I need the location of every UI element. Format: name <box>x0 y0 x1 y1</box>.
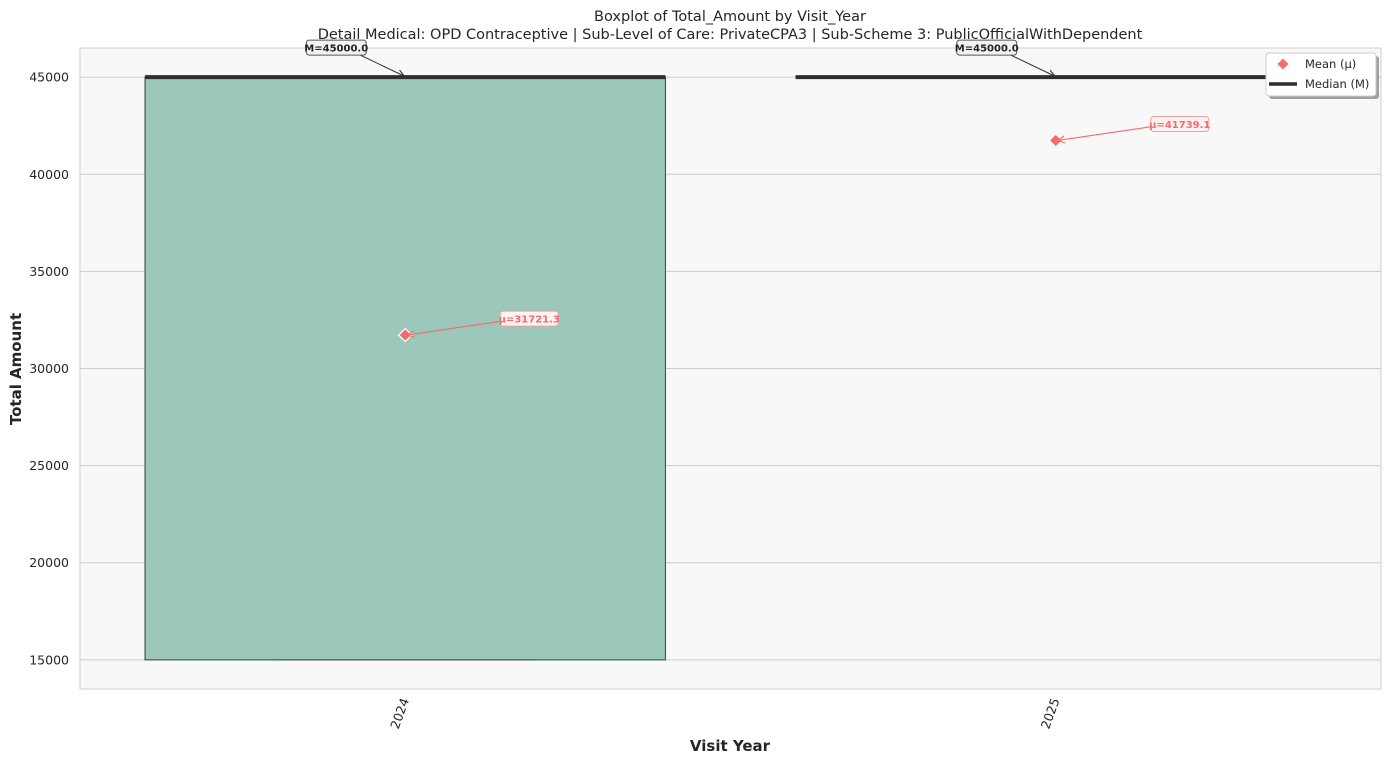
mean-annotation-box <box>499 310 559 327</box>
legend-label: Mean (μ) <box>1305 57 1356 71</box>
legend-mean-marker <box>1277 58 1289 70</box>
y-tick-label: 20000 <box>29 555 69 570</box>
legend-label: Median (M) <box>1305 77 1369 91</box>
mean-annotation-arrow <box>407 320 503 335</box>
mean-annotation-label: μ=31721.3 <box>499 315 560 326</box>
y-tick-label: 15000 <box>29 652 69 667</box>
x-tick-label: 2024 <box>387 696 412 731</box>
chart-title: Boxplot of Total_Amount by Visit_Year <box>594 9 866 25</box>
y-tick-label: 25000 <box>29 458 69 473</box>
y-tick-label: 35000 <box>29 264 69 279</box>
annotations: M=45000.0 μ=31721.3 M=45000.0 μ=41739.1 <box>304 39 1210 335</box>
median-annotation-label: M=45000.0 <box>955 44 1019 55</box>
mean-annotation-label: μ=41739.1 <box>1149 120 1210 131</box>
mean-annotation-box <box>1150 115 1210 132</box>
y-tick-label: 30000 <box>29 361 69 376</box>
median-annotation-arrow <box>1008 53 1055 76</box>
boxes <box>144 75 1316 661</box>
median-annotation-box <box>305 39 367 56</box>
x-tick-label: 2025 <box>1038 696 1063 731</box>
legend: Mean (μ) Median (M) <box>1265 52 1379 99</box>
y-tick-label: 40000 <box>29 167 69 182</box>
median-annotation-arrow <box>358 53 404 76</box>
mean-annotation-arrow <box>1058 125 1153 140</box>
y-tick-label: 45000 <box>29 70 69 85</box>
x-axis-label: Visit Year <box>690 737 771 755</box>
y-axis-label: Total Amount <box>7 313 25 425</box>
median-annotation-label: M=45000.0 <box>304 44 368 55</box>
chart-subtitle: Detail Medical: OPD Contraceptive | Sub-… <box>318 27 1143 43</box>
box-body <box>144 76 667 661</box>
median-annotation-box <box>956 39 1018 56</box>
axis-ticks: 15000 20000 25000 30000 35000 40000 45000 2024 2… <box>29 70 1062 731</box>
